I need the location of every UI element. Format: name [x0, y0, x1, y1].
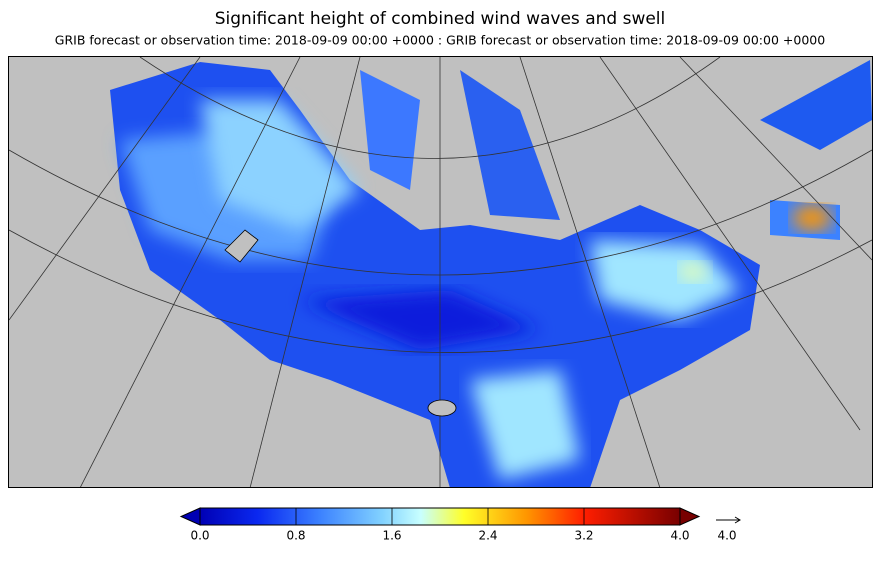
island	[427, 399, 457, 417]
island	[224, 229, 259, 263]
graticule	[9, 57, 872, 487]
wave-field	[110, 60, 872, 487]
colorbar-tick-label: 2.4	[478, 529, 497, 543]
map-frame	[8, 56, 873, 488]
colorbar-bar	[199, 507, 681, 526]
colorbar-over	[679, 507, 701, 526]
colorbar-tick-label: 0.8	[286, 529, 305, 543]
vector-legend-arrowhead	[734, 516, 741, 524]
colorbar-under	[179, 507, 201, 526]
title: Significant height of combined wind wave…	[215, 9, 666, 29]
colorbar-tick-label: 1.6	[382, 529, 401, 543]
vector-legend-label: 4.0	[717, 529, 736, 543]
colorbar-tick-label: 3.2	[574, 529, 593, 543]
colorbar-tick-label: 4.0	[670, 529, 689, 543]
map	[9, 57, 872, 487]
subtitle: GRIB forecast or observation time: 2018-…	[55, 33, 825, 48]
colorbar-tick-label: 0.0	[190, 529, 209, 543]
colorbar	[179, 507, 701, 526]
